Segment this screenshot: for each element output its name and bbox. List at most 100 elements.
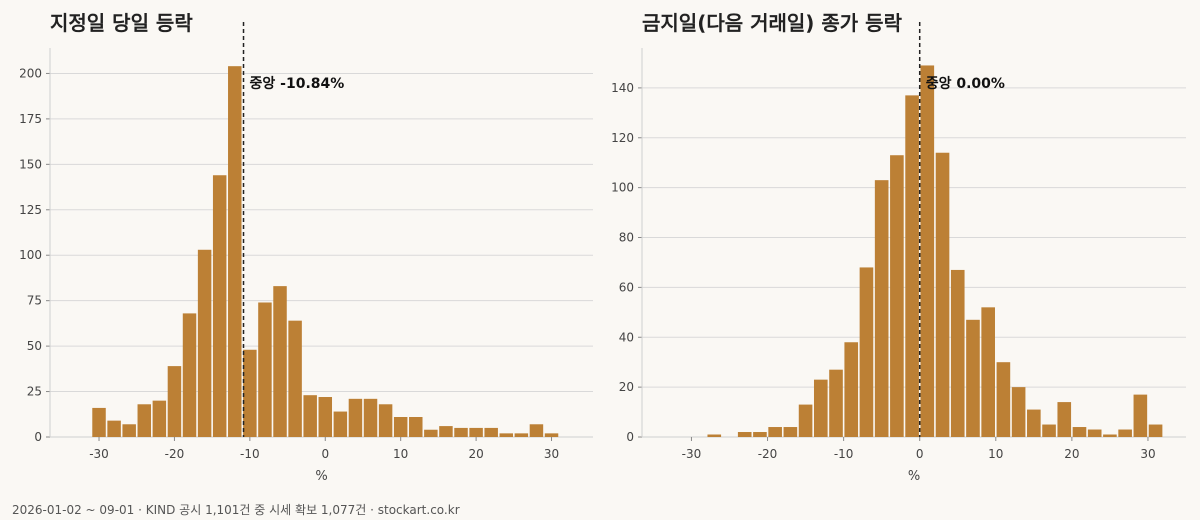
y-tick-label: 100 — [19, 248, 42, 262]
y-tick-label: 0 — [626, 430, 634, 444]
histogram-bar — [258, 302, 272, 437]
histogram-bar — [348, 398, 363, 437]
x-tick-label: 20 — [468, 447, 483, 461]
y-tick-label: 175 — [19, 112, 42, 126]
y-tick-label: 40 — [619, 330, 634, 344]
y-tick-label: 60 — [619, 280, 634, 294]
histogram-bar — [288, 320, 302, 437]
histogram-bar — [753, 432, 767, 437]
y-tick-label: 200 — [19, 66, 42, 80]
y-tick-label: 80 — [619, 231, 634, 245]
histogram-bar — [1133, 394, 1148, 437]
y-tick-label: 120 — [611, 131, 634, 145]
histogram-bar — [137, 404, 152, 437]
histogram-bar — [707, 434, 722, 437]
histogram-bar — [1042, 424, 1056, 437]
y-tick-label: 150 — [19, 157, 42, 171]
histogram-bar — [228, 66, 242, 438]
histogram-bar — [783, 427, 798, 437]
histogram-bar — [920, 65, 935, 437]
y-tick-label: 50 — [27, 339, 42, 353]
histogram-bar — [107, 420, 121, 437]
histogram-bar — [243, 349, 257, 437]
histogram-bar — [529, 424, 544, 437]
histogram-bar — [1148, 424, 1163, 437]
histogram-bar — [152, 400, 167, 437]
histogram-bar — [439, 426, 453, 437]
histogram-bar — [859, 267, 874, 437]
histogram-bar — [92, 407, 106, 437]
y-tick-label: 75 — [27, 294, 42, 308]
histogram-bar — [378, 404, 393, 437]
y-tick-label: 125 — [19, 203, 42, 217]
histogram-bar — [890, 155, 904, 437]
histogram-bar — [484, 427, 498, 437]
histogram-bar — [424, 429, 438, 437]
y-tick-label: 20 — [619, 380, 634, 394]
histogram-bar — [1011, 387, 1026, 437]
x-axis-label: % — [315, 469, 327, 484]
x-tick-label: -30 — [682, 447, 702, 461]
x-tick-label: 20 — [1064, 447, 1079, 461]
histogram-bar — [844, 342, 859, 437]
histogram-bar — [950, 269, 965, 437]
x-tick-label: 0 — [321, 447, 329, 461]
histogram-bar — [454, 427, 468, 437]
y-tick-label: 0 — [34, 430, 42, 444]
histogram-bar — [363, 398, 378, 437]
histogram-bar — [333, 411, 348, 437]
histogram-bar — [798, 404, 813, 437]
histogram-bar — [318, 397, 333, 437]
y-tick-label: 25 — [27, 385, 42, 399]
chart-title: 금지일(다음 거래일) 종가 등락 — [642, 11, 903, 35]
histogram-bar — [409, 417, 423, 437]
histogram-bar — [167, 366, 182, 437]
histogram-bar — [212, 175, 227, 438]
histogram-bar — [996, 362, 1011, 437]
histogram-bar — [874, 180, 889, 437]
x-tick-label: 30 — [1140, 447, 1155, 461]
histogram-bar — [544, 433, 559, 437]
x-tick-label: 10 — [988, 447, 1003, 461]
histogram-bar — [1072, 427, 1087, 437]
histogram-bar — [966, 319, 980, 437]
y-tick-label: 140 — [611, 81, 634, 95]
x-tick-label: 0 — [916, 447, 924, 461]
histogram-bar — [499, 433, 514, 437]
median-annotation: 중앙 -10.84% — [250, 75, 345, 92]
histogram-bar — [905, 95, 919, 437]
histogram-bar — [469, 427, 483, 437]
x-tick-label: -10 — [240, 447, 260, 461]
x-tick-label: -20 — [758, 447, 778, 461]
histogram-bar — [303, 395, 317, 437]
x-tick-label: 10 — [393, 447, 408, 461]
histogram-bar — [182, 313, 197, 437]
x-tick-label: -20 — [165, 447, 185, 461]
x-tick-label: -10 — [834, 447, 854, 461]
histogram-bar — [1027, 409, 1041, 437]
histogram-bar — [1118, 429, 1132, 437]
histogram-bar — [1103, 434, 1117, 437]
histogram-bar — [737, 432, 752, 437]
histogram-bar — [1087, 429, 1102, 437]
histogram-bar — [935, 152, 950, 437]
histogram-bar — [197, 249, 212, 437]
histogram-bar — [1057, 402, 1072, 437]
histogram-bar — [273, 286, 287, 437]
histogram-bar — [813, 379, 828, 437]
histogram-bar — [514, 433, 529, 437]
y-tick-label: 100 — [611, 181, 634, 195]
histogram-bar — [768, 427, 782, 437]
x-tick-label: -30 — [89, 447, 109, 461]
histogram-bar — [829, 369, 843, 437]
histogram-bar — [981, 307, 995, 437]
histogram-bar — [122, 424, 136, 437]
median-annotation: 중앙 0.00% — [926, 75, 1005, 92]
x-axis-label: % — [908, 469, 920, 484]
x-tick-label: 30 — [544, 447, 559, 461]
chart-title: 지정일 당일 등락 — [50, 11, 193, 35]
histogram-bar — [393, 417, 408, 437]
footer-caption: 2026-01-02 ~ 09-01 · KIND 공시 1,101건 중 시세… — [12, 503, 460, 517]
